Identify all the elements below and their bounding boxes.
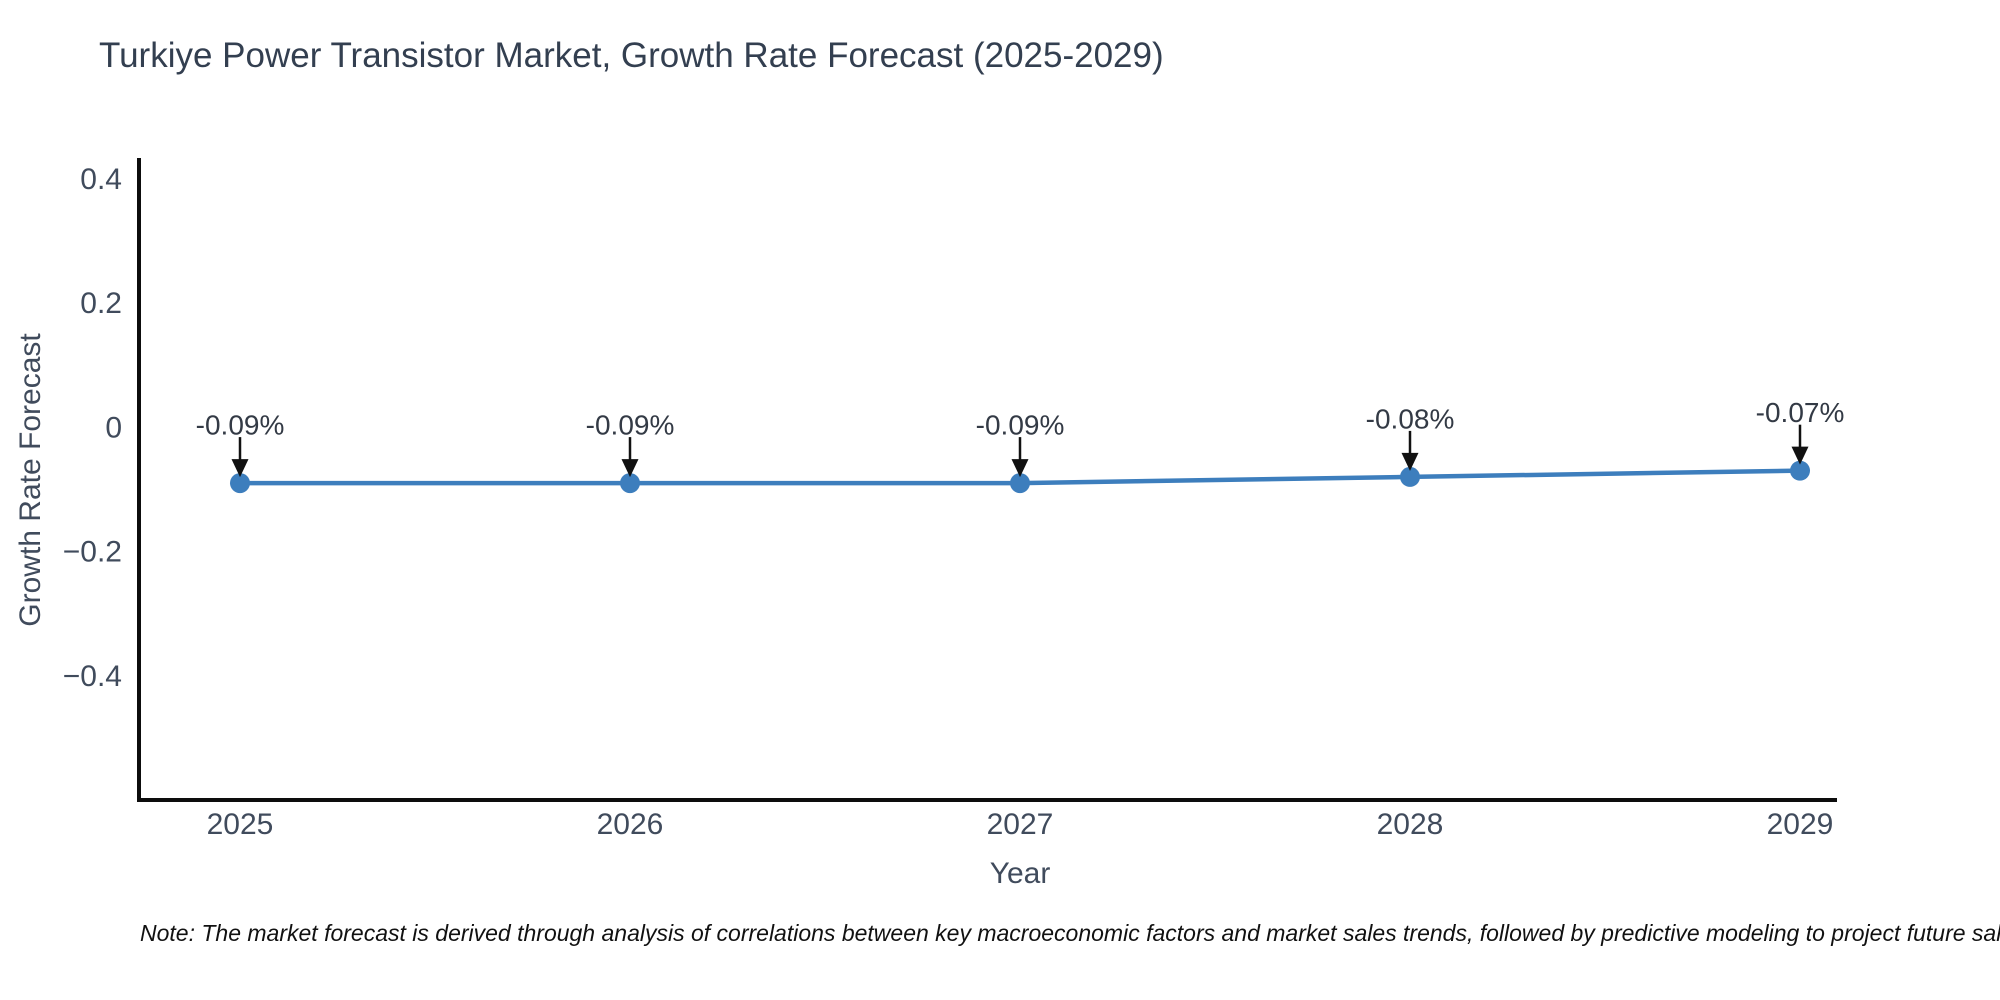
y-tick-label: 0 — [105, 411, 122, 444]
y-tick-label: −0.2 — [63, 536, 122, 569]
y-tick-label: 0.2 — [80, 287, 122, 320]
annotation-arrow-head — [621, 459, 639, 478]
x-tick-label: 2027 — [987, 808, 1054, 841]
data-point-annotation: -0.09% — [196, 410, 285, 441]
x-tick-label: 2028 — [1377, 808, 1444, 841]
x-tick-label: 2029 — [1767, 808, 1834, 841]
x-axis-label: Year — [989, 857, 1051, 890]
annotation-arrow-head — [231, 459, 249, 478]
y-tick-label: −0.4 — [63, 660, 122, 693]
data-point-annotation: -0.09% — [976, 410, 1065, 441]
data-point-annotation: -0.08% — [1366, 403, 1455, 434]
data-point — [620, 473, 640, 494]
x-tick-label: 2026 — [597, 808, 664, 841]
data-point-annotation: -0.07% — [1756, 397, 1845, 428]
annotation-arrow-head — [1791, 446, 1809, 465]
chart-title: Turkiye Power Transistor Market, Growth … — [99, 36, 1164, 75]
y-axis-label: Growth Rate Forecast — [14, 333, 47, 627]
x-tick-label: 2025 — [207, 808, 274, 841]
y-tick-label: 0.4 — [80, 163, 122, 196]
data-point — [230, 473, 250, 494]
data-point-annotation: -0.09% — [586, 410, 675, 441]
footnote: Note: The market forecast is derived thr… — [140, 920, 2000, 946]
data-point — [1010, 473, 1030, 494]
annotation-arrow-head — [1011, 459, 1029, 478]
data-point — [1790, 460, 1810, 481]
annotation-arrow-head — [1401, 452, 1419, 471]
data-point — [1400, 466, 1420, 487]
